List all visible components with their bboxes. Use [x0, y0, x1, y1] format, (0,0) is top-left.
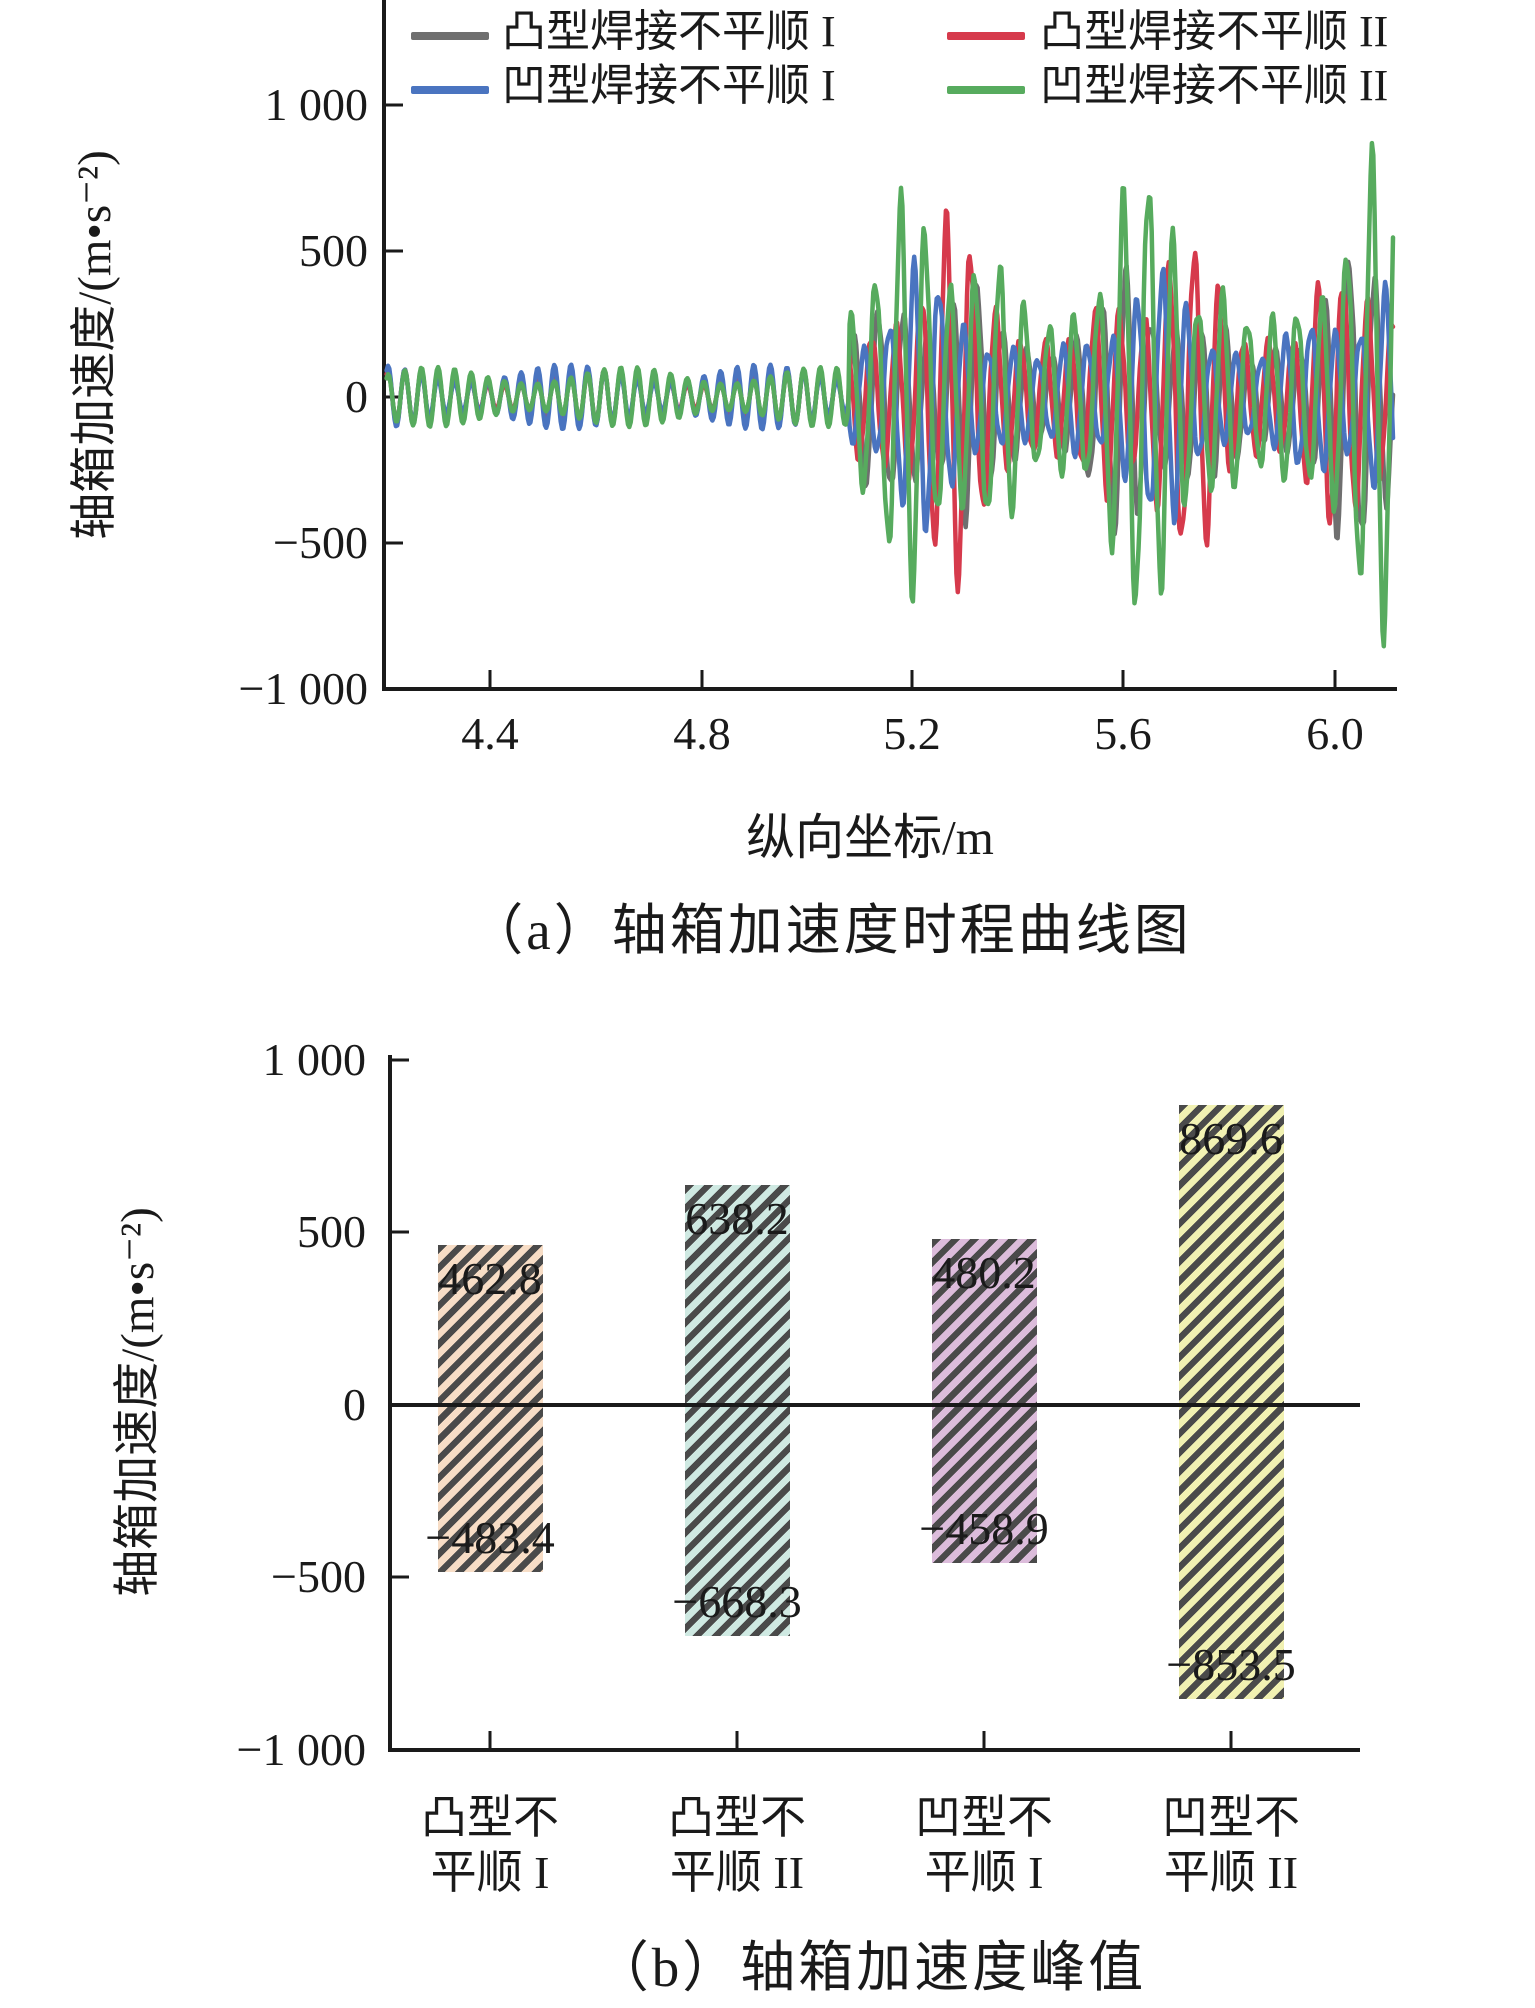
b-value-pos-1: 462.8 [438, 1253, 542, 1305]
b-category-line1: 凸型不 [421, 1792, 559, 1843]
legend-line-convex-II [947, 32, 1025, 40]
a-ytick-0: 0 [345, 371, 368, 422]
b-ytick-0: 0 [343, 1379, 366, 1430]
b-category-line2: 平顺 II [1163, 1847, 1299, 1898]
legend-label-concave-II: 凹型焊接不平顺 II [1040, 61, 1389, 110]
b-ytick-m500: −500 [271, 1551, 366, 1602]
b-ytick-500: 500 [297, 1206, 366, 1257]
waveform-curve [384, 140, 1396, 649]
a-xtick-5-6: 5.6 [1094, 708, 1152, 759]
b-value-neg-2: −668.3 [672, 1575, 802, 1627]
a-y-axis-title: 轴箱加速度/(m•s⁻²) [69, 150, 121, 540]
b-value-neg-3: −458.9 [919, 1503, 1049, 1555]
b-category-concave-I: 凹型不 平顺 I [869, 1790, 1099, 1900]
b-category-line2: 平顺 I [924, 1847, 1044, 1898]
bar-凸型不平顺 II [684, 1184, 790, 1636]
b-value-neg-4: −853.5 [1166, 1639, 1296, 1691]
panel-a-caption: （a）轴箱加速度时程曲线图 [468, 900, 1192, 961]
b-category-concave-II: 凹型不 平顺 II [1116, 1790, 1346, 1900]
b-value-pos-3: 480.2 [932, 1247, 1036, 1299]
legend-line-convex-I [411, 32, 489, 40]
b-category-convex-I: 凸型不 平顺 I [375, 1790, 605, 1900]
b-category-line2: 平顺 II [669, 1847, 805, 1898]
bar-凹型不平顺 II [1178, 1104, 1284, 1700]
a-ytick-m500: −500 [273, 517, 368, 568]
b-category-line1: 凹型不 [1162, 1792, 1300, 1843]
legend-label-convex-II: 凸型焊接不平顺 II [1040, 7, 1389, 56]
a-ytick-500: 500 [299, 225, 368, 276]
bar-凹型不平顺 I [931, 1239, 1037, 1564]
a-ytick-1000: 1 000 [264, 79, 369, 130]
a-xtick-6-0: 6.0 [1306, 708, 1364, 759]
legend-label-convex-I: 凸型焊接不平顺 I [502, 7, 836, 56]
a-xtick-5-2: 5.2 [883, 708, 941, 759]
b-category-convex-II: 凸型不 平顺 II [622, 1790, 852, 1900]
b-ytick-1000: 1 000 [262, 1034, 367, 1085]
legend-line-concave-I [411, 86, 489, 94]
waveform-curve [384, 254, 1396, 534]
b-y-axis-title: 轴箱加速度/(m•s⁻²) [112, 1207, 164, 1597]
b-category-line2: 平顺 I [430, 1847, 550, 1898]
panel-b-caption: （b）轴箱加速度峰值 [593, 1937, 1147, 1998]
b-zero-line [390, 1403, 1360, 1407]
b-ytick-m1000: −1 000 [236, 1724, 366, 1775]
legend-line-concave-II [947, 86, 1025, 94]
b-value-pos-2: 638.2 [685, 1192, 789, 1244]
b-category-line1: 凸型不 [668, 1792, 806, 1843]
b-value-neg-1: −483.4 [425, 1511, 555, 1563]
a-xtick-4-8: 4.8 [673, 708, 731, 759]
bar-凸型不平顺 I [437, 1245, 543, 1572]
a-x-axis-title: 纵向坐标/m [746, 810, 994, 865]
legend-label-concave-I: 凹型焊接不平顺 I [502, 61, 836, 110]
a-xtick-4-4: 4.4 [461, 708, 519, 759]
b-category-line1: 凹型不 [915, 1792, 1053, 1843]
b-value-pos-4: 869.6 [1179, 1112, 1283, 1164]
a-ytick-m1000: −1 000 [238, 663, 368, 714]
